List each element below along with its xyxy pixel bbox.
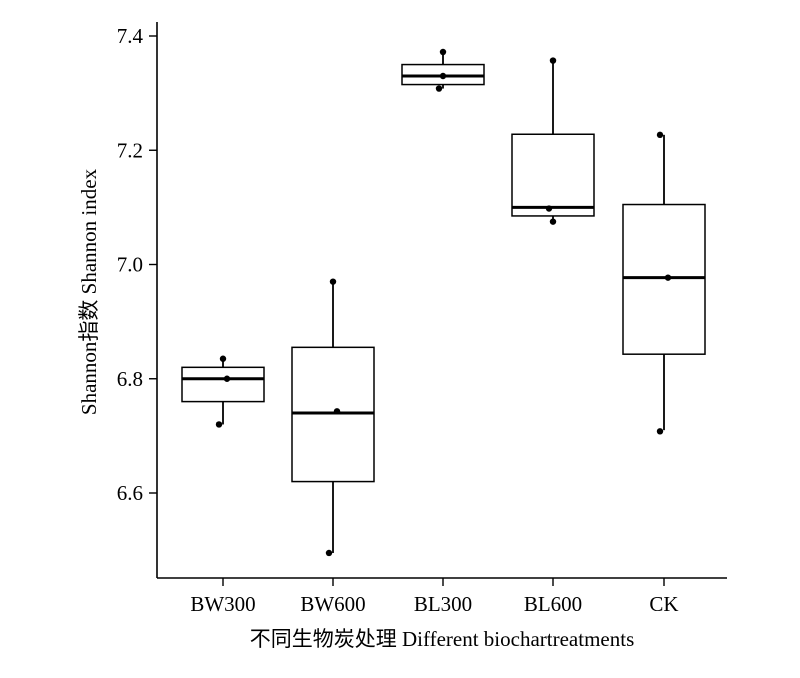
iqr-box [181,366,265,403]
box-bw300 [181,355,265,428]
y-axis-title: Shannon指数 Shannon index [77,168,101,415]
data-point [656,131,664,139]
x-tick-label: BL600 [524,592,582,616]
data-point [439,48,447,56]
data-point [656,428,664,435]
x-tick-label: CK [649,592,678,616]
iqr-box [511,133,595,217]
x-axis-title: 不同生物炭处理 Different biochartreatments [250,627,635,651]
y-tick-label: 6.6 [117,481,143,505]
data-point [439,72,447,80]
x-tick-label: BW300 [190,592,255,616]
box-bl600 [511,57,595,225]
x-ticks: BW300 BW600 BL300 BL600 CK [190,578,679,616]
box-bw600 [291,278,375,557]
data-point [329,278,337,285]
boxes [181,48,706,557]
box-ck [622,131,706,435]
y-tick-label: 7.2 [117,138,143,162]
data-point [549,218,557,225]
data-point [223,375,231,382]
y-tick-label: 7.0 [117,253,143,277]
data-point [333,408,341,415]
x-tick-label: BW600 [300,592,365,616]
data-point [549,57,557,64]
iqr-box [622,203,706,355]
data-point [219,355,227,362]
y-ticks: 6.6 6.8 7.0 7.2 7.4 [117,24,157,505]
y-tick-label: 7.4 [117,24,144,48]
axes [156,22,727,579]
data-point [215,421,223,428]
data-point [325,549,333,557]
y-tick-label: 6.8 [117,367,143,391]
x-tick-label: BL300 [414,592,472,616]
data-point [435,85,443,92]
box-bl300 [401,48,485,92]
data-point [664,274,672,281]
data-point [545,205,553,212]
